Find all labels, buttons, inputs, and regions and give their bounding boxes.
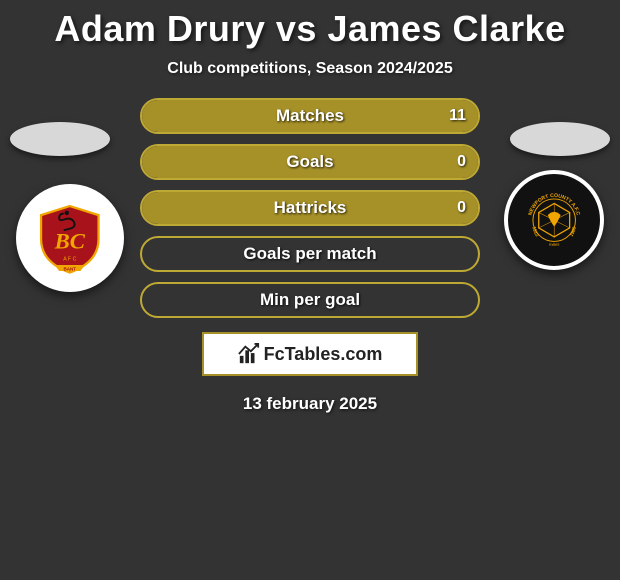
player-placeholder-right bbox=[510, 122, 610, 156]
stat-bar: Goals per match bbox=[140, 236, 480, 272]
stats-bars: Matches11Goals0Hattricks0Goals per match… bbox=[140, 98, 480, 318]
page-title: Adam Drury vs James Clarke bbox=[0, 0, 620, 50]
svg-text:BC: BC bbox=[54, 229, 86, 254]
bar-chart-icon bbox=[238, 343, 260, 365]
player-placeholder-left bbox=[10, 122, 110, 156]
stat-bar: Goals0 bbox=[140, 144, 480, 180]
stat-bar-label: Hattricks bbox=[142, 192, 478, 224]
stat-bar: Matches11 bbox=[140, 98, 480, 134]
subtitle: Club competitions, Season 2024/2025 bbox=[0, 60, 620, 78]
stat-bar-label: Min per goal bbox=[142, 284, 478, 316]
stat-bar: Hattricks0 bbox=[140, 190, 480, 226]
bradford-badge-icon: BC A F C BANT bbox=[32, 200, 108, 276]
svg-text:BANT: BANT bbox=[64, 267, 77, 272]
fctables-watermark: FcTables.com bbox=[202, 332, 418, 376]
club-badge-left: BC A F C BANT bbox=[16, 184, 124, 292]
stat-bar-value: 11 bbox=[449, 100, 466, 132]
fctables-label: FcTables.com bbox=[264, 344, 383, 365]
stat-bar-value: 0 bbox=[457, 192, 466, 224]
newport-badge-icon: NEWPORT COUNTY A.F.C 1912 1989 exiles bbox=[522, 188, 586, 252]
stat-bar-label: Goals bbox=[142, 146, 478, 178]
stat-bar-value: 0 bbox=[457, 146, 466, 178]
stat-bar-label: Matches bbox=[142, 100, 478, 132]
stat-bar-label: Goals per match bbox=[142, 238, 478, 270]
club-badge-right: NEWPORT COUNTY A.F.C 1912 1989 exiles bbox=[504, 170, 604, 270]
svg-text:exiles: exiles bbox=[548, 241, 559, 247]
date-stamp: 13 february 2025 bbox=[0, 394, 620, 414]
stat-bar: Min per goal bbox=[140, 282, 480, 318]
svg-text:A F C: A F C bbox=[63, 257, 76, 263]
